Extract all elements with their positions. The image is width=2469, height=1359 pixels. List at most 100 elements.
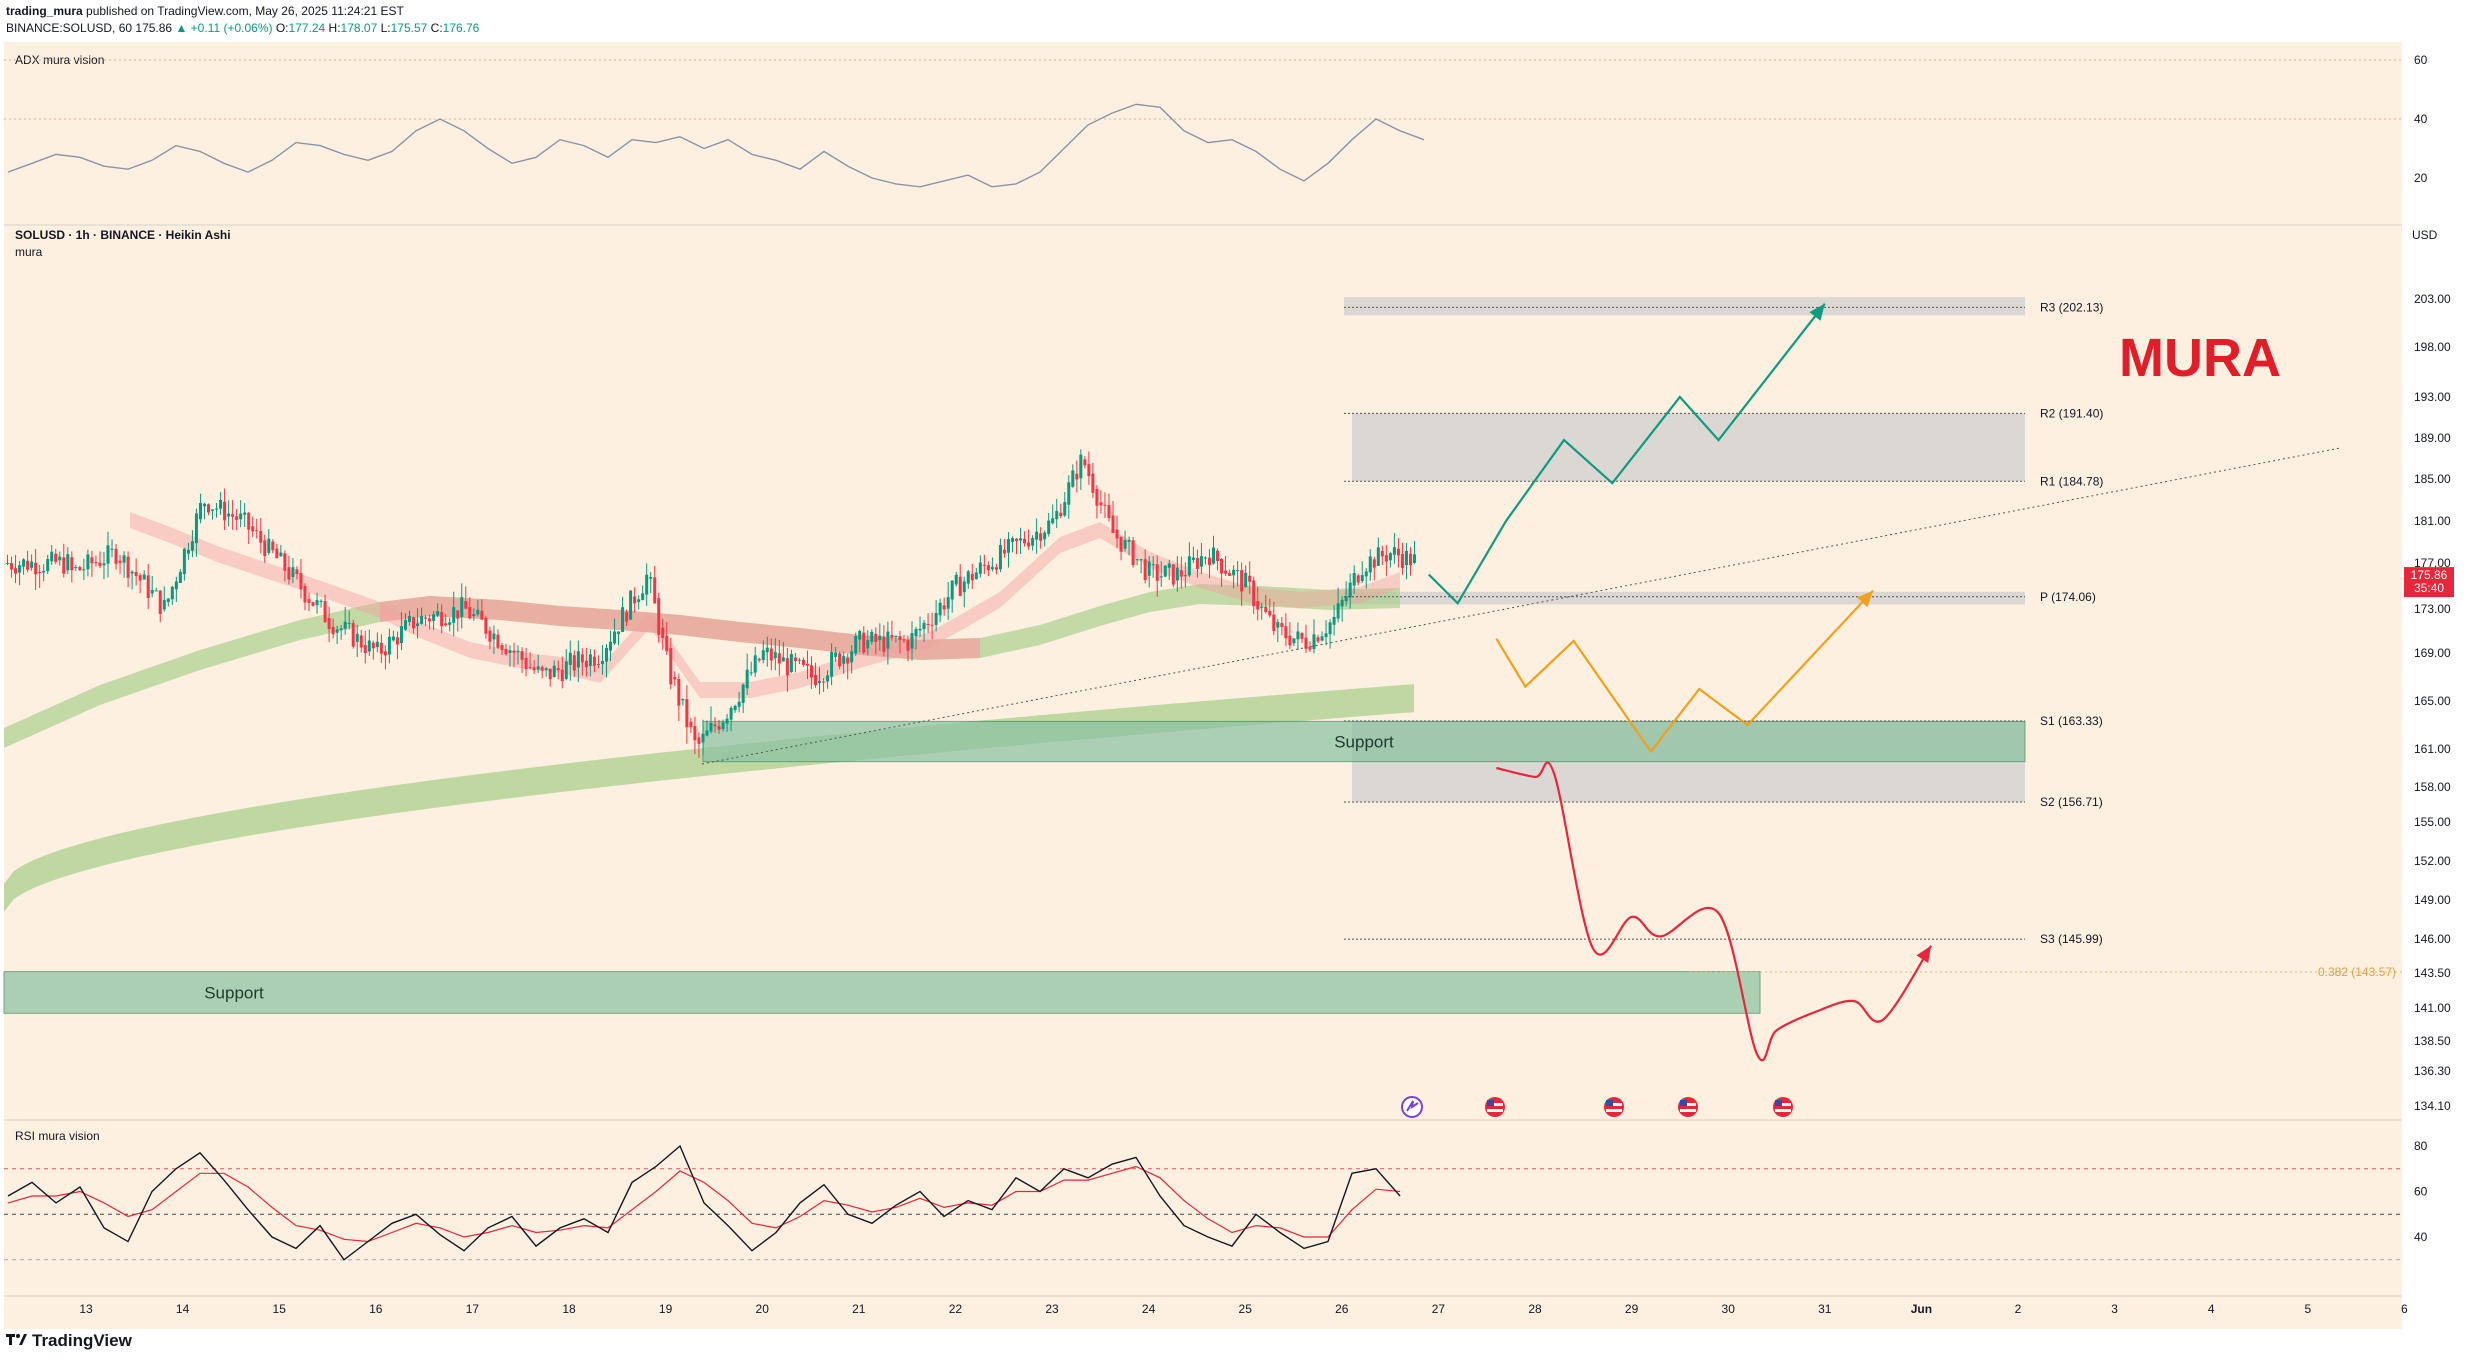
bullish-projection-path — [1427, 303, 1826, 606]
candle-body — [1372, 559, 1376, 568]
candle-body — [826, 675, 830, 682]
price-tick-label: 149.00 — [2414, 893, 2451, 907]
crypto-event-icon[interactable] — [1401, 1096, 1423, 1118]
adx-line — [7, 103, 1425, 188]
candle-body — [781, 657, 785, 662]
candle-body — [371, 642, 375, 649]
candle-body — [592, 656, 596, 666]
candle-body — [134, 571, 138, 577]
candle-body — [1083, 459, 1087, 466]
candle-body — [942, 605, 946, 610]
us-flag-event-icon[interactable] — [1485, 1097, 1505, 1117]
time-tick-label: 5 — [2304, 1302, 2311, 1316]
us-flag-event-icon[interactable] — [1604, 1097, 1624, 1117]
candle-body — [74, 566, 78, 568]
price-tick-label: 165.00 — [2414, 694, 2451, 708]
candle-body — [387, 636, 391, 655]
candle-body — [1400, 554, 1404, 569]
candle-body — [1015, 538, 1019, 542]
tradingview-footer[interactable]: TradingView — [6, 1331, 132, 1351]
heikin-ashi-candles — [6, 449, 1416, 758]
candle-body — [303, 585, 307, 603]
candle-body — [560, 669, 564, 682]
pivot-label: R1 (184.78) — [2040, 474, 2103, 488]
candle-body — [681, 698, 685, 701]
candle-body — [1264, 606, 1268, 613]
candle-body — [1308, 646, 1312, 650]
candle-body — [26, 560, 30, 570]
time-tick-label: 31 — [1818, 1302, 1832, 1316]
candle-body — [1111, 515, 1115, 533]
pivot-label: S1 (163.33) — [2040, 714, 2103, 728]
candle-body — [476, 609, 480, 615]
candle-body — [1340, 599, 1344, 607]
us-flag-event-icon[interactable] — [1678, 1097, 1698, 1117]
time-tick-label: 15 — [273, 1302, 287, 1316]
fib-label: 0.382 (143.57) — [2318, 965, 2396, 979]
candle-body — [1167, 563, 1171, 568]
candle-body — [158, 590, 162, 614]
candle-body — [1067, 482, 1071, 505]
candle-body — [838, 653, 842, 667]
candle-body — [697, 737, 701, 744]
candle-body — [1316, 637, 1320, 642]
candle-body — [777, 653, 781, 664]
candle-body — [1296, 631, 1300, 640]
candle-body — [500, 645, 504, 650]
candle-body — [263, 540, 267, 557]
candle-body — [399, 626, 403, 644]
candle-body — [1336, 603, 1340, 619]
rsi-signal-line — [7, 1165, 1401, 1243]
candle-body — [1095, 488, 1099, 506]
us-flag-event-icon[interactable] — [1773, 1097, 1793, 1117]
candle-body — [524, 658, 528, 670]
author-name[interactable]: trading_mura — [6, 4, 83, 18]
bearish-arrow-head — [1916, 945, 1932, 964]
candle-body — [1344, 596, 1348, 602]
candle-body — [721, 722, 725, 729]
candle-body — [291, 567, 295, 578]
candle-body — [830, 651, 834, 677]
candle-body — [926, 624, 930, 626]
candle-body — [717, 725, 721, 730]
pivot-label: S3 (145.99) — [2040, 932, 2103, 946]
candle-body — [1272, 614, 1276, 631]
candle-body — [733, 705, 737, 711]
support-zone-box[interactable] — [3, 971, 1761, 1014]
candle-body — [1268, 611, 1272, 616]
candle-body — [1396, 548, 1400, 556]
candle-body — [785, 658, 789, 676]
pivot-label: S2 (156.71) — [2040, 795, 2103, 809]
trendline[interactable] — [701, 447, 2341, 765]
candle-body — [428, 618, 432, 622]
candle-body — [1063, 502, 1067, 516]
candle-body — [906, 640, 910, 651]
candle-body — [436, 611, 440, 616]
candle-body — [1380, 551, 1384, 557]
candle-body — [1288, 635, 1292, 646]
candle-body — [1023, 538, 1027, 544]
fast-ma-band — [130, 512, 1400, 698]
candle-body — [110, 548, 114, 550]
candle-body — [114, 548, 118, 564]
candle-body — [90, 557, 94, 564]
price-tick-label: 155.00 — [2414, 815, 2451, 829]
support-zone-box[interactable] — [702, 720, 2026, 763]
rsi-tick-label: 60 — [2414, 1185, 2428, 1199]
candle-body — [1240, 570, 1244, 592]
candle-body — [1203, 557, 1207, 559]
candle-body — [78, 567, 82, 571]
candle-body — [448, 622, 452, 625]
candle-body — [102, 563, 106, 566]
candle-body — [444, 623, 448, 626]
time-tick-label: 24 — [1142, 1302, 1156, 1316]
candle-body — [1195, 558, 1199, 569]
candle-body — [657, 598, 661, 635]
candle-body — [1071, 470, 1075, 487]
candle-body — [1115, 529, 1119, 539]
candle-body — [1260, 606, 1264, 608]
currency-label[interactable]: USD — [2412, 228, 2438, 242]
candle-body — [998, 544, 1002, 570]
candle-body — [1228, 572, 1232, 576]
